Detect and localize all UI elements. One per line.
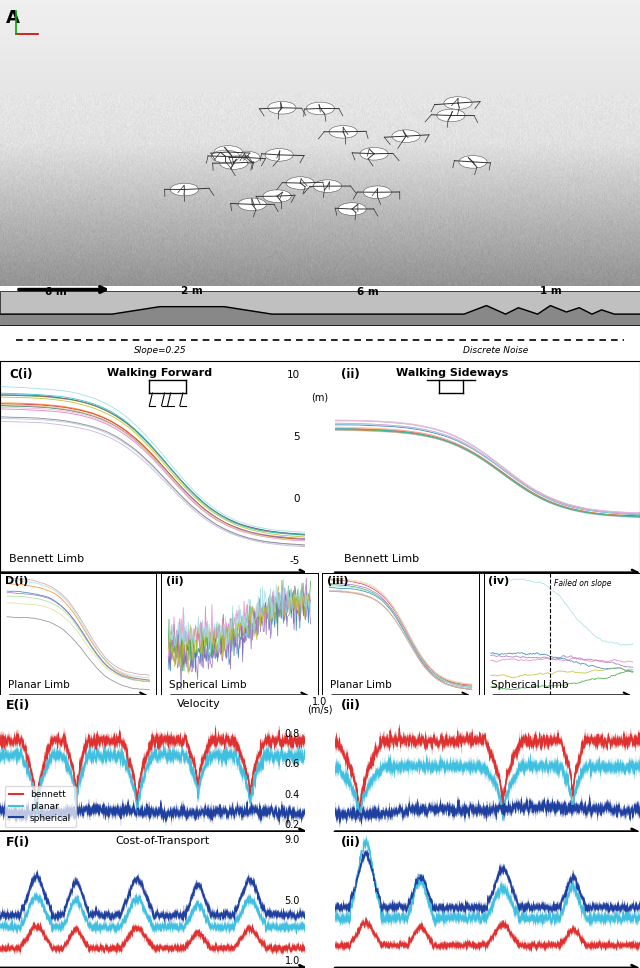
Text: Failed on slope: Failed on slope	[554, 579, 611, 588]
Text: (m): (m)	[312, 393, 328, 403]
Text: (ii): (ii)	[341, 835, 362, 849]
Text: Bennett Limb: Bennett Limb	[9, 554, 84, 564]
Text: Planar Limb: Planar Limb	[330, 681, 392, 690]
Circle shape	[437, 109, 465, 122]
Circle shape	[307, 103, 335, 115]
Text: (ii): (ii)	[341, 368, 360, 380]
Circle shape	[444, 97, 472, 109]
Text: (m/s): (m/s)	[307, 705, 333, 714]
Circle shape	[265, 148, 293, 162]
Text: Velocity: Velocity	[177, 700, 221, 710]
Circle shape	[338, 202, 366, 215]
Circle shape	[232, 151, 260, 164]
Text: F(i): F(i)	[6, 835, 31, 849]
Text: 6 m: 6 m	[45, 287, 67, 297]
Bar	[0, 290, 640, 325]
Text: C(i): C(i)	[9, 368, 33, 380]
Circle shape	[220, 157, 248, 169]
Circle shape	[214, 146, 243, 159]
Circle shape	[286, 177, 314, 190]
Text: Discrete Noise: Discrete Noise	[463, 346, 529, 354]
Text: Slope=0.25: Slope=0.25	[134, 346, 186, 354]
Text: Walking Sideways: Walking Sideways	[396, 368, 508, 378]
Circle shape	[211, 150, 239, 163]
Text: (iv): (iv)	[488, 576, 509, 587]
Text: 1.0: 1.0	[312, 697, 328, 707]
Text: Spherical Limb: Spherical Limb	[169, 681, 246, 690]
Circle shape	[238, 198, 266, 211]
Text: Bennett Limb: Bennett Limb	[344, 554, 419, 564]
Text: D(i): D(i)	[4, 576, 28, 587]
Circle shape	[360, 147, 388, 160]
Circle shape	[459, 156, 487, 168]
Text: (ii): (ii)	[166, 576, 184, 587]
Circle shape	[314, 180, 342, 193]
Text: A: A	[6, 9, 20, 26]
Text: Planar Limb: Planar Limb	[8, 681, 70, 690]
Circle shape	[268, 102, 296, 114]
Text: Spherical Limb: Spherical Limb	[492, 681, 569, 690]
Circle shape	[329, 126, 357, 138]
Circle shape	[364, 186, 392, 198]
Text: 6 m: 6 m	[357, 287, 379, 297]
Text: Cost-of-Transport: Cost-of-Transport	[116, 835, 210, 846]
Text: 1 m: 1 m	[540, 286, 561, 296]
Text: E(i): E(i)	[6, 700, 31, 712]
Text: 2 m: 2 m	[181, 286, 203, 296]
Text: (ii): (ii)	[341, 700, 362, 712]
Circle shape	[263, 190, 291, 202]
Text: (iii): (iii)	[327, 576, 349, 587]
Legend: bennett, planar, spherical: bennett, planar, spherical	[4, 786, 76, 827]
Circle shape	[170, 183, 198, 196]
Circle shape	[392, 130, 420, 142]
Text: Walking Forward: Walking Forward	[107, 368, 212, 378]
